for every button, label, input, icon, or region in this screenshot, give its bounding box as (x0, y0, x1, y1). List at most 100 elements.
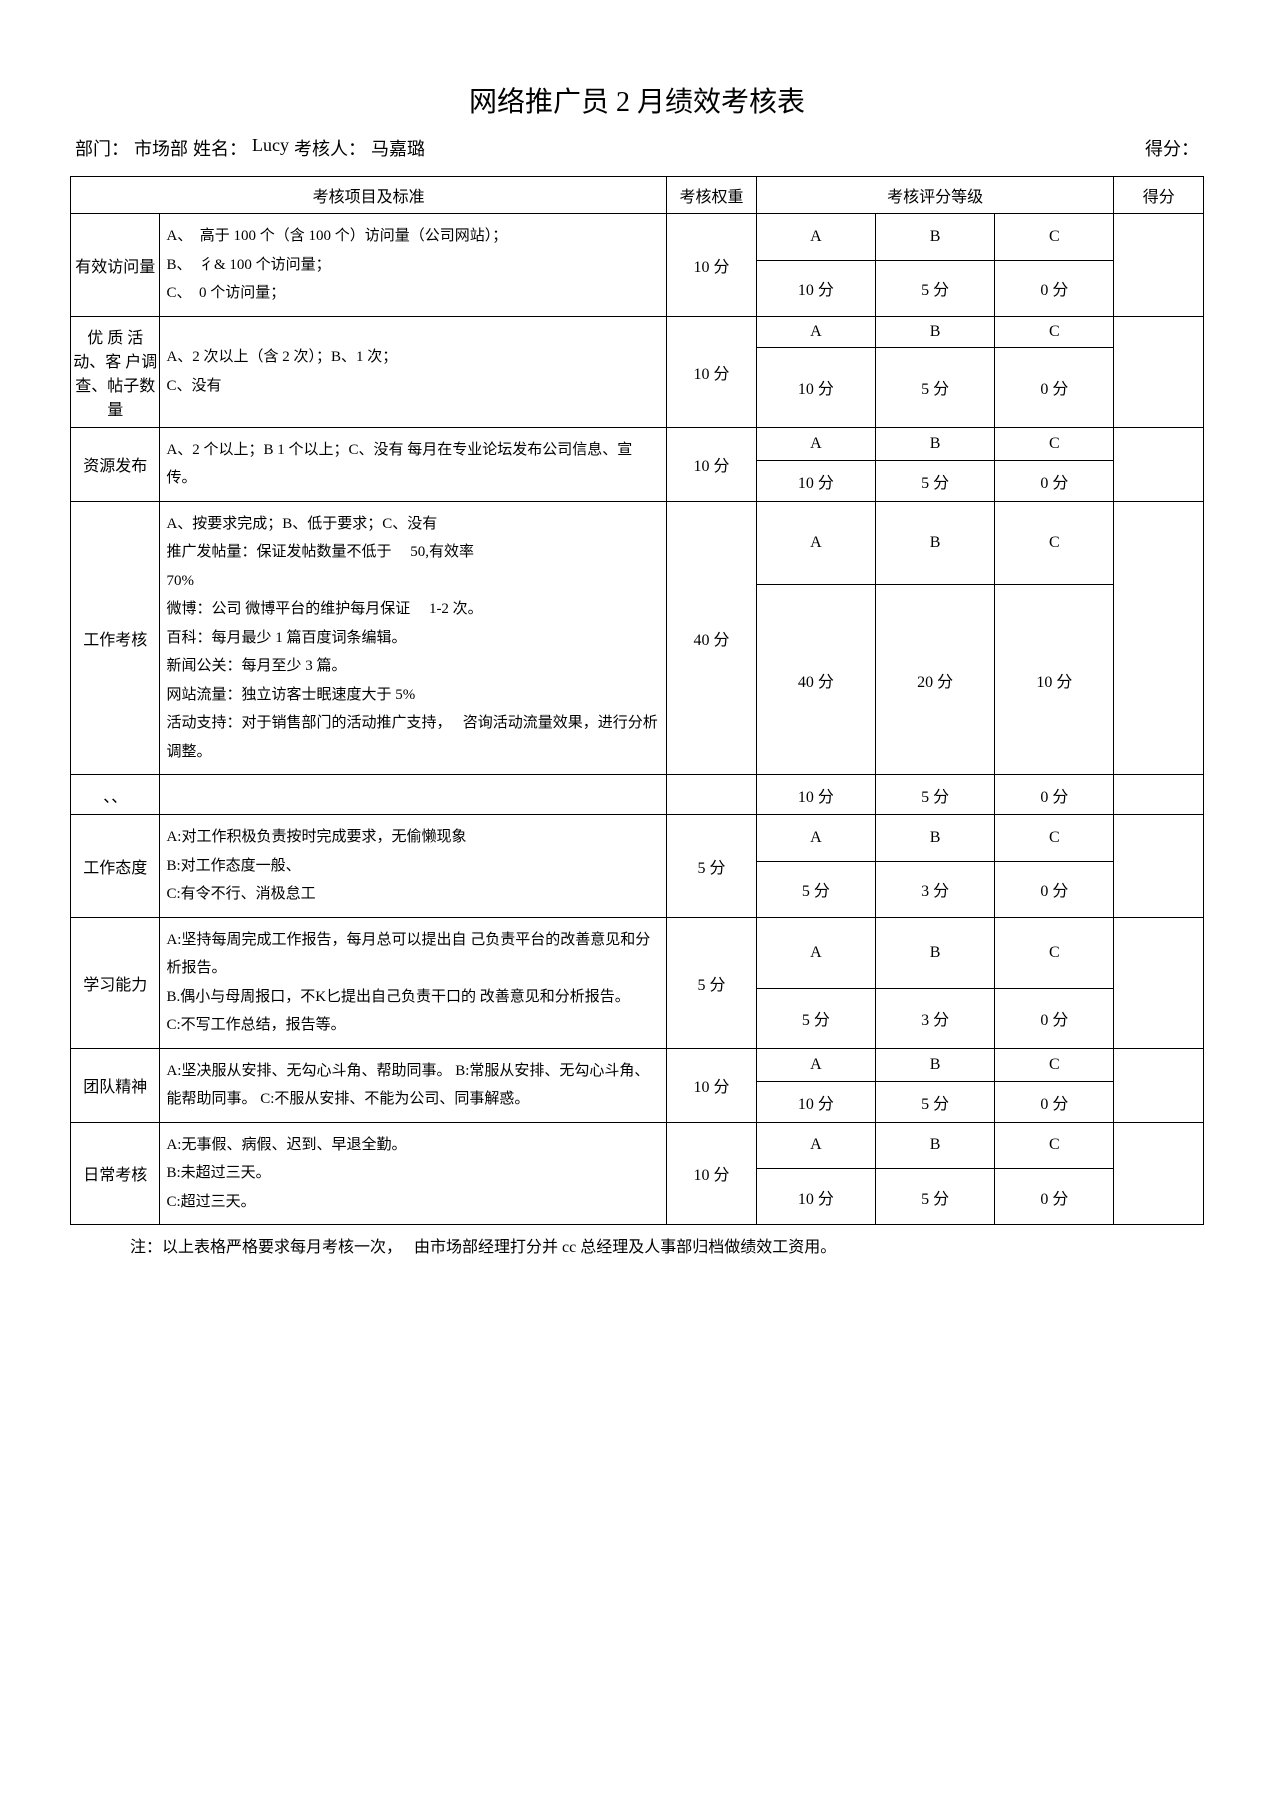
header-score: 得分 (1114, 177, 1204, 214)
score-cell[interactable] (1114, 775, 1204, 815)
grade-b: B (875, 316, 994, 347)
score-cell[interactable] (1114, 1048, 1204, 1122)
grade-c: C (995, 815, 1114, 862)
grade-c: C (995, 1048, 1114, 1082)
score-c: 0 分 (995, 461, 1114, 501)
table-row: 工作态度 A:对工作积极负责按时完成要求，无偷懒现象 B:对工作态度一般、 C:… (71, 815, 1204, 862)
score-c: 0 分 (995, 260, 1114, 316)
grade-c: C (995, 501, 1114, 585)
row-label: 工作考核 (71, 501, 160, 775)
row-criteria: A:坚决服从安排、无勾心斗角、帮助同事。 B:常服从安排、无勾心斗角、能帮助同事… (160, 1048, 667, 1122)
score-b: 5 分 (875, 775, 994, 815)
score-c: 0 分 (995, 1082, 1114, 1122)
grade-b: B (875, 427, 994, 461)
header-info: 部门： 市场部 姓名： Lucy 考核人： 马嘉璐 得分： (70, 135, 1204, 161)
score-cell[interactable] (1114, 1122, 1204, 1225)
score-label: 得分： (1145, 135, 1199, 161)
grade-a: A (756, 1122, 875, 1169)
grade-b: B (875, 815, 994, 862)
row-criteria (160, 775, 667, 815)
row-label: 工作态度 (71, 815, 160, 918)
table-row: 团队精神 A:坚决服从安排、无勾心斗角、帮助同事。 B:常服从安排、无勾心斗角、… (71, 1048, 1204, 1082)
score-cell[interactable] (1114, 917, 1204, 1048)
grade-c: C (995, 427, 1114, 461)
score-a: 10 分 (756, 775, 875, 815)
score-a: 10 分 (756, 260, 875, 316)
table-row: 日常考核 A:无事假、病假、迟到、早退全勤。 B:未超过三天。 C:超过三天。 … (71, 1122, 1204, 1169)
score-cell[interactable] (1114, 427, 1204, 501)
grade-b: B (875, 214, 994, 261)
header-grade: 考核评分等级 (756, 177, 1114, 214)
row-criteria: A:对工作积极负责按时完成要求，无偷懒现象 B:对工作态度一般、 C:有令不行、… (160, 815, 667, 918)
grade-c: C (995, 316, 1114, 347)
row-weight: 10 分 (667, 214, 756, 317)
assessor-value: 马嘉璐 (371, 135, 425, 161)
score-a: 10 分 (756, 1082, 875, 1122)
score-c: 0 分 (995, 347, 1114, 427)
grade-a: A (756, 214, 875, 261)
footer-note: 注：以上表格严格要求每月考核一次， 由市场部经理打分并 cc 总经理及人事部归档… (70, 1233, 1204, 1257)
grade-c: C (995, 214, 1114, 261)
score-b: 5 分 (875, 347, 994, 427)
score-b: 5 分 (875, 260, 994, 316)
header-left: 部门： 市场部 姓名： Lucy 考核人： 马嘉璐 (75, 135, 425, 161)
table-row: 资源发布 A、2 个以上；B 1 个以上；C、没有 每月在专业论坛发布公司信息、… (71, 427, 1204, 461)
score-c: 0 分 (995, 861, 1114, 917)
row-label: 、、 (71, 775, 160, 815)
score-b: 5 分 (875, 461, 994, 501)
score-b: 5 分 (875, 1169, 994, 1225)
row-label: 团队精神 (71, 1048, 160, 1122)
grade-a: A (756, 501, 875, 585)
score-cell[interactable] (1114, 316, 1204, 427)
name-label: 姓名： (193, 135, 247, 161)
score-cell[interactable] (1114, 815, 1204, 918)
grade-a: A (756, 316, 875, 347)
dept-label: 部门： (75, 135, 129, 161)
table-header-row: 考核项目及标准 考核权重 考核评分等级 得分 (71, 177, 1204, 214)
score-a: 5 分 (756, 861, 875, 917)
header-criteria: 考核项目及标准 (71, 177, 667, 214)
grade-a: A (756, 427, 875, 461)
row-criteria: A、2 个以上；B 1 个以上；C、没有 每月在专业论坛发布公司信息、宣传。 (160, 427, 667, 501)
row-criteria: A、 高于 100 个（含 100 个）访问量（公司网站）； B、 彳& 100… (160, 214, 667, 317)
score-b: 3 分 (875, 988, 994, 1048)
assessment-table: 考核项目及标准 考核权重 考核评分等级 得分 有效访问量 A、 高于 100 个… (70, 176, 1204, 1225)
row-weight: 10 分 (667, 427, 756, 501)
row-criteria: A、2 次以上（含 2 次）；B、1 次； C、没有 (160, 316, 667, 427)
score-b: 20 分 (875, 585, 994, 775)
table-row: 有效访问量 A、 高于 100 个（含 100 个）访问量（公司网站）； B、 … (71, 214, 1204, 261)
row-label: 优 质 活动、客 户调 查、帖子数量 (71, 316, 160, 427)
score-a: 40 分 (756, 585, 875, 775)
score-c: 0 分 (995, 775, 1114, 815)
row-weight (667, 775, 756, 815)
score-b: 3 分 (875, 861, 994, 917)
row-weight: 10 分 (667, 1122, 756, 1225)
page-title: 网络推广员 2 月绩效考核表 (70, 80, 1204, 120)
grade-a: A (756, 1048, 875, 1082)
name-value: Lucy (252, 135, 289, 161)
table-row: 学习能力 A:坚持每周完成工作报告，每月总可以提出自 己负责平台的改善意见和分析… (71, 917, 1204, 988)
row-label: 有效访问量 (71, 214, 160, 317)
grade-a: A (756, 917, 875, 988)
header-weight: 考核权重 (667, 177, 756, 214)
grade-c: C (995, 917, 1114, 988)
row-label: 学习能力 (71, 917, 160, 1048)
score-cell[interactable] (1114, 214, 1204, 317)
row-weight: 5 分 (667, 917, 756, 1048)
table-row: 工作考核 A、按要求完成；B、低于要求；C、没有 推广发帖量：保证发帖数量不低于… (71, 501, 1204, 585)
row-criteria: A:坚持每周完成工作报告，每月总可以提出自 己负责平台的改善意见和分析报告。 B… (160, 917, 667, 1048)
score-b: 5 分 (875, 1082, 994, 1122)
score-cell[interactable] (1114, 501, 1204, 775)
grade-b: B (875, 917, 994, 988)
row-criteria: A:无事假、病假、迟到、早退全勤。 B:未超过三天。 C:超过三天。 (160, 1122, 667, 1225)
grade-b: B (875, 1048, 994, 1082)
grade-a: A (756, 815, 875, 862)
score-a: 10 分 (756, 1169, 875, 1225)
dept-value: 市场部 (134, 135, 188, 161)
score-a: 10 分 (756, 461, 875, 501)
row-weight: 5 分 (667, 815, 756, 918)
score-c: 10 分 (995, 585, 1114, 775)
row-label: 日常考核 (71, 1122, 160, 1225)
row-weight: 10 分 (667, 316, 756, 427)
row-criteria: A、按要求完成；B、低于要求；C、没有 推广发帖量：保证发帖数量不低于 50,有… (160, 501, 667, 775)
